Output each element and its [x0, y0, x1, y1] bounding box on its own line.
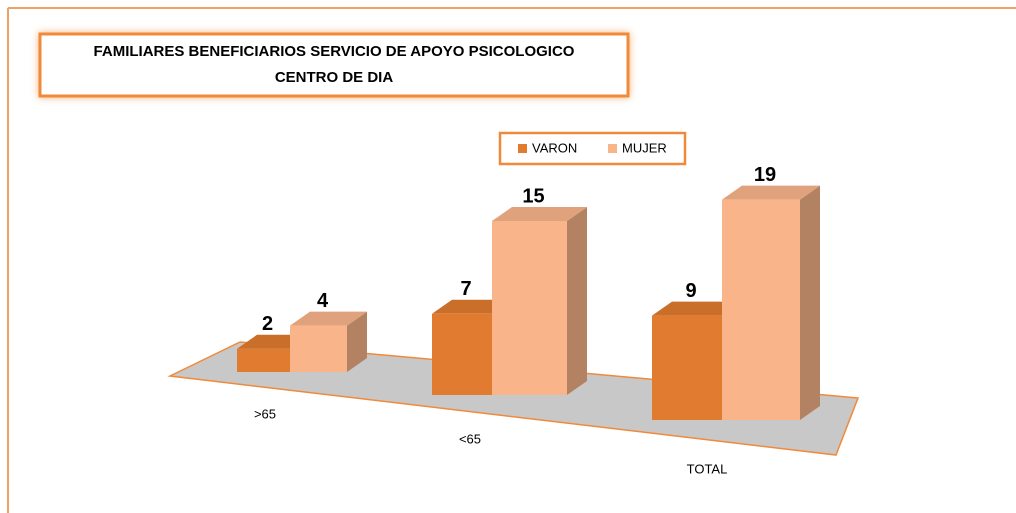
data-label: 7 — [460, 278, 471, 300]
chart-title: CENTRO DE DIA — [275, 69, 394, 86]
bar-top — [722, 185, 820, 200]
data-label: 19 — [754, 164, 776, 186]
legend-swatch — [518, 144, 527, 153]
data-label: 4 — [317, 290, 329, 312]
bar — [432, 313, 492, 395]
data-label: 2 — [262, 313, 273, 335]
bar — [237, 348, 290, 372]
x-tick-label: <65 — [459, 431, 481, 446]
chart-title: FAMILIARES BENEFICIARIOS SERVICIO DE APO… — [94, 43, 575, 60]
bar — [652, 315, 722, 420]
legend-swatch — [608, 144, 617, 153]
x-tick-label: >65 — [254, 406, 276, 421]
data-label: 15 — [522, 185, 544, 207]
bar-top — [290, 311, 367, 326]
bar — [722, 199, 800, 420]
legend-label: MUJER — [622, 140, 667, 155]
bar-top — [492, 207, 587, 221]
legend-label: VARON — [532, 140, 577, 155]
bar-top — [652, 301, 742, 316]
bar — [290, 325, 347, 372]
x-tick-label: TOTAL — [687, 461, 728, 476]
bar-side — [800, 185, 820, 420]
bar-side — [567, 207, 587, 395]
legend-box — [498, 131, 687, 166]
bar — [492, 221, 567, 395]
title-box — [38, 32, 630, 98]
data-label: 9 — [685, 280, 696, 302]
bar-side — [347, 311, 367, 372]
